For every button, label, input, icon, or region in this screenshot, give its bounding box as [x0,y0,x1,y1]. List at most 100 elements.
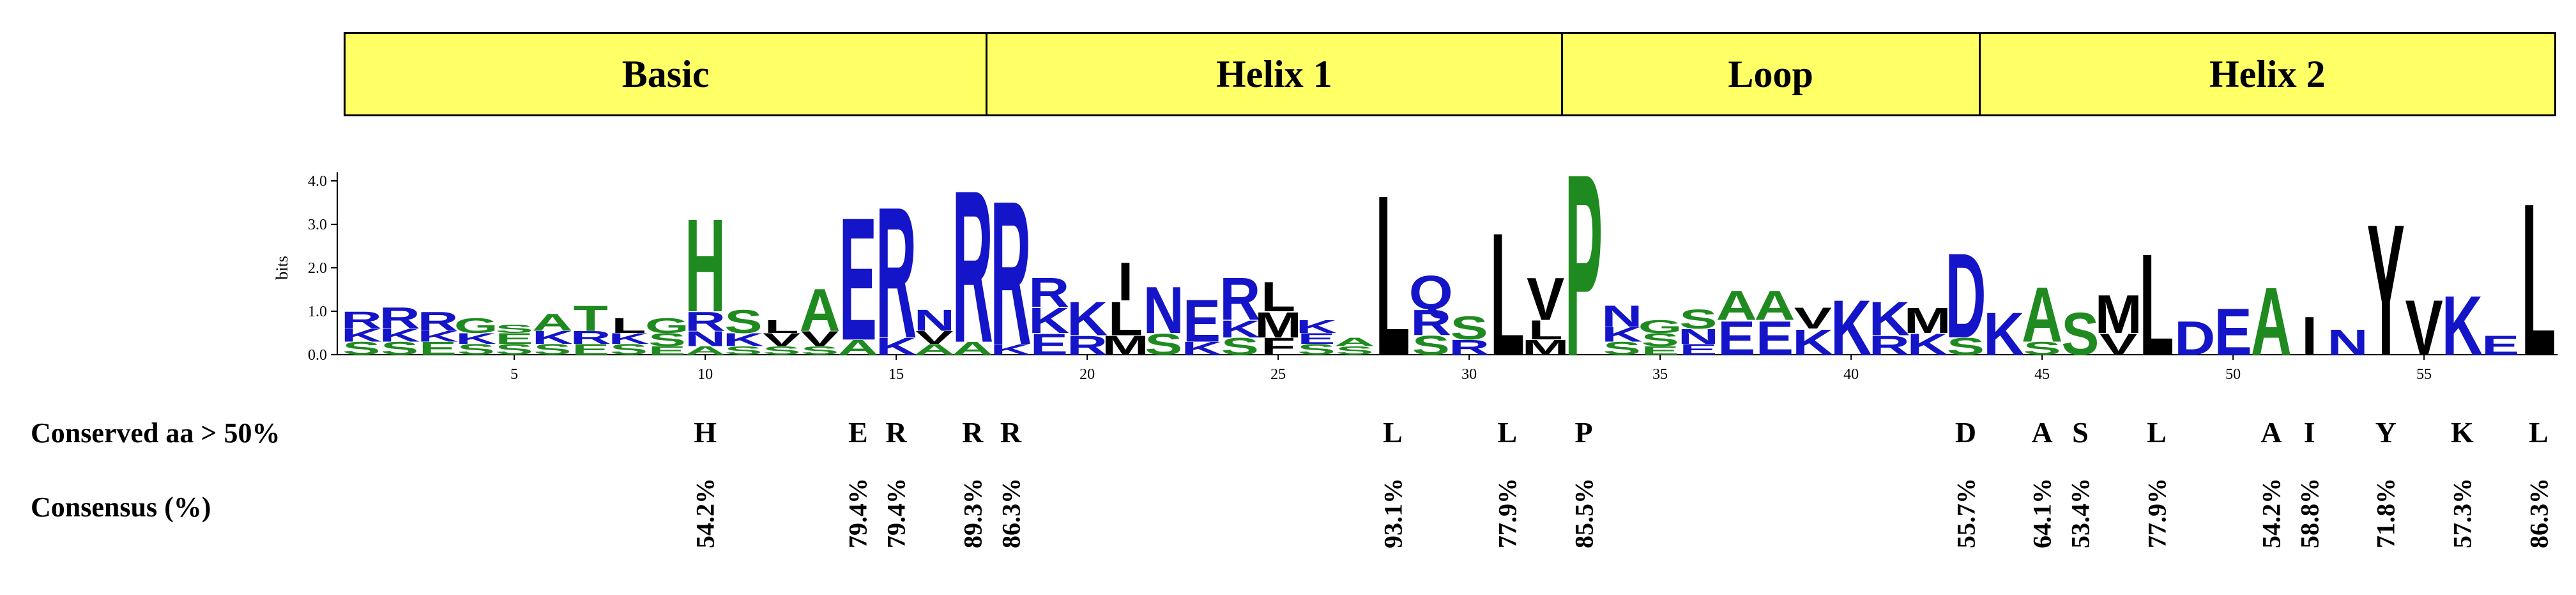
x-tick-label: 20 [1079,366,1095,383]
logo-letter: E [419,338,457,359]
x-tick-label: 15 [888,366,904,383]
logo-letter: R [685,306,726,337]
x-tick-label: 50 [2225,366,2241,383]
logo-letter: S [1145,328,1182,361]
logo-letter: S [381,338,418,359]
conserved-aa: P [1574,416,1593,449]
logo-letter: N [2327,322,2368,362]
x-tick-label: 40 [1843,366,1859,383]
logo-letter: E [1297,330,1335,348]
x-tick-label: 5 [510,366,518,383]
logo-letter: D [2174,311,2215,365]
conserved-aa: K [2451,416,2474,449]
logo-letter: K [1907,328,1948,361]
conserved-aa: D [1955,416,1977,449]
domain-helix-1: Helix 1 [987,34,1563,114]
logo-letter: K [1028,300,1069,341]
logo-letter: S [457,341,495,359]
conserved-aa: R [1000,416,1022,449]
logo-letter: E [572,341,609,359]
logo-letter: R [1219,266,1260,333]
logo-letter: K [1181,338,1222,359]
logo-letter: S [342,338,380,359]
logo-letter: A [2251,268,2292,376]
logo-letter: M [1522,336,1569,359]
logo-letter: N [685,327,726,351]
conserved-aa: I [2303,416,2315,449]
logo-letter: R [570,327,611,348]
y-tick-label: 4.0 [308,173,327,190]
logo-letter: S [2061,300,2099,367]
consensus-percent: 86.3% [996,478,1025,548]
logo-letter: S [724,344,762,357]
logo-letter: A [1716,282,1757,329]
logo-letter: P [1565,121,1603,383]
conserved-aa: S [2072,416,2089,449]
logo-letter: K [1983,300,2024,367]
consensus-percent: 79.4% [843,478,873,548]
logo-letter: L [1528,315,1563,346]
domain-basic-label: Basic [621,52,710,95]
logo-letter: E [496,330,533,348]
logo-letter: K [1831,284,1871,372]
logo-letter: R [417,306,458,337]
logo-letter: V [2100,328,2137,361]
conserved-aa: L [2147,416,2167,449]
consensus-percent: 86.3% [2524,478,2553,548]
logo-letter: E [1183,288,1221,355]
logo-letter: K [1067,292,1108,346]
consensus-percent: 54.2% [690,478,720,548]
logo-letter: K [341,325,382,346]
consensus-percent: 89.3% [958,478,987,548]
x-tick-label: 25 [1270,366,1286,383]
logo-letter: R [1410,302,1451,343]
logo-letter: N [1143,274,1184,348]
logo-letter: L [1108,292,1143,346]
consensus-percent: 79.4% [881,478,911,548]
logo-letter: S [1679,304,1717,335]
logo-letter: E [1679,341,1717,359]
logo-letter: A [532,309,573,336]
logo-letter: N [1601,300,1642,333]
y-tick-label: 0.0 [308,347,327,364]
conserved-aa: A [2031,416,2053,449]
x-tick-label: 55 [2416,366,2432,383]
logo-letter: E [1718,311,1755,365]
domain-basic: Basic [346,34,988,114]
conserved-aa: H [694,416,717,449]
logo-letter: K [2442,278,2483,373]
logo-letter: E [2481,330,2519,361]
consensus-percent: 55.7% [1951,478,1980,548]
conserved-aa: L [2529,416,2549,449]
logo-letter: E [648,344,686,357]
conserved-aa: R [962,416,984,449]
logo-letter: S [763,344,800,357]
logo-letter: K [723,330,764,350]
conserved-aa: L [1383,416,1403,449]
logo-letter: L [1261,273,1295,320]
logo-letter: L [1490,197,1525,383]
logo-letter: A [1754,282,1795,329]
logo-letter: N [914,304,955,337]
logo-letter: L [2139,224,2174,383]
domain-loop-label: Loop [1728,52,1813,95]
logo-letter: K [1296,316,1337,337]
logo-letter: V [915,327,953,348]
logo-letter: S [2023,338,2061,359]
logo-letter: I [2301,306,2317,367]
logo-letter: R [952,145,993,383]
logo-letter: S [1642,330,1679,350]
consensus-percent: 85.5% [1569,478,1598,548]
logo-letter: K [1601,323,1642,346]
y-tick-label: 3.0 [308,217,327,233]
logo-letter: K [1869,292,1910,346]
logo-letter: E [2214,296,2252,369]
logo-letter: V [2405,284,2443,372]
x-tick-label: 35 [1652,366,1668,383]
logo-letter: F [1261,333,1295,360]
logo-letter: R [876,168,917,378]
logo-letter: S [648,330,686,350]
conserved-aa: R [885,416,907,449]
logo-letter: E [1030,328,1068,361]
logo-letter: K [417,328,458,345]
